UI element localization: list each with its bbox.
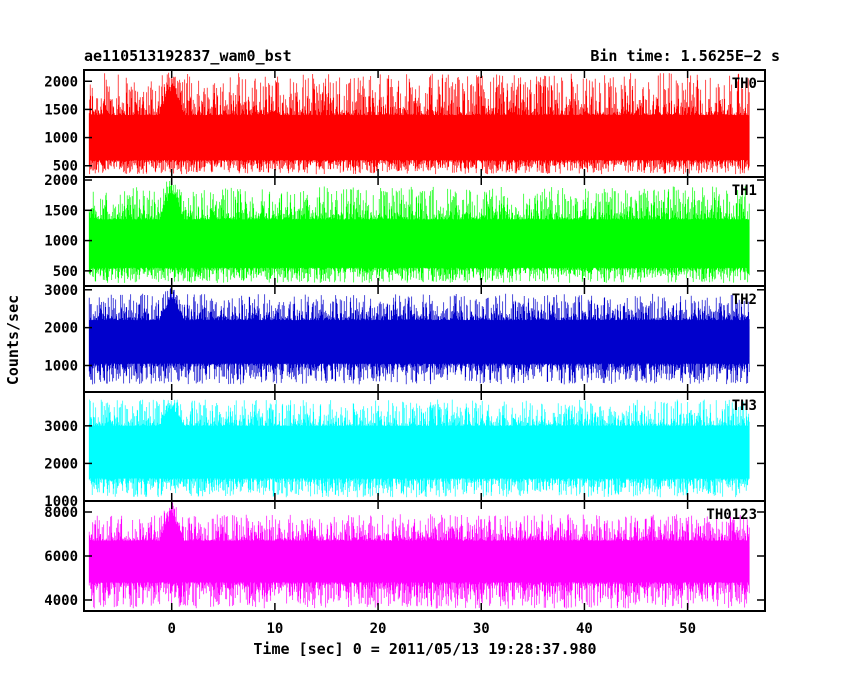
panel-label: TH0 [732,76,757,92]
y-tick-label: 1000 [44,359,78,375]
y-tick-label: 1000 [44,234,78,250]
chart-title: ae110513192837_wam0_bst [84,47,292,65]
y-axis-title: Counts/sec [4,295,22,385]
y-tick-label: 3000 [44,419,78,435]
y-tick-label: 2000 [44,321,78,337]
x-axis-title: Time [sec] 0 = 2011/05/13 19:28:37.980 [253,640,596,658]
panel-label: TH2 [732,292,757,308]
panel-label: TH1 [732,183,757,199]
y-tick-label: 2000 [44,74,78,90]
x-tick-label: 20 [370,621,387,637]
y-tick-label: 1500 [44,203,78,219]
series-trace-th1 [88,178,750,283]
series-trace-th3 [88,399,750,498]
series-trace-th0 [88,72,750,175]
y-tick-label: 1500 [44,102,78,118]
y-tick-label: 2000 [44,173,78,189]
y-tick-label: 500 [53,264,78,280]
panel-th2: 1000 2000 3000 TH2 [44,283,766,393]
series-trace-th2 [88,287,750,385]
panel-th0: 500 1000 1500 2000 TH0 [44,69,766,178]
y-tick-label: 4000 [44,593,78,609]
y-tick-label: 8000 [44,505,78,521]
y-tick-label: 1000 [44,494,78,510]
x-tick-label: 30 [473,621,490,637]
x-tick-label: 50 [679,621,696,637]
panel-th3: 1000 2000 3000 TH3 [44,391,766,510]
x-tick-label: 40 [576,621,593,637]
y-tick-label: 6000 [44,549,78,565]
y-tick-label: 3000 [44,283,78,299]
y-tick-label: 1000 [44,131,78,147]
x-tick-label: 0 [167,621,175,637]
series-trace-th0123 [88,502,750,609]
y-tick-label: 500 [53,159,78,175]
bin-time-label: Bin time: 1.5625E−2 s [590,47,780,65]
panel-label: TH3 [732,398,757,414]
x-tick-label: 10 [266,621,283,637]
panel-label: TH0123 [706,507,757,523]
panel-th0123: 4000 6000 8000 TH0123 [44,500,766,612]
panel-th1: 500 1000 1500 2000 TH1 [44,173,766,287]
y-tick-label: 2000 [44,456,78,472]
